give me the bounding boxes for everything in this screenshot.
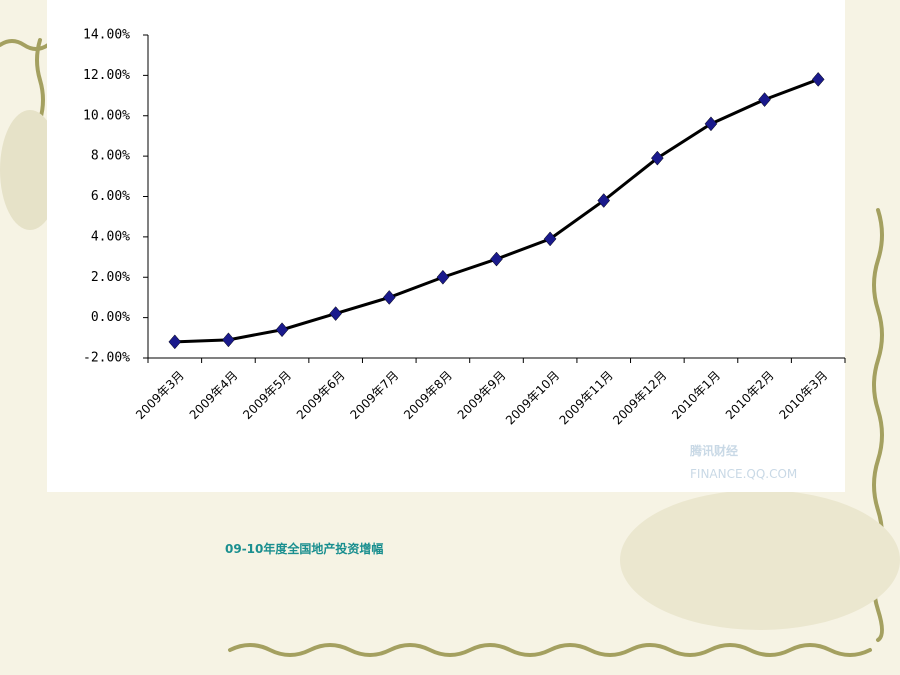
y-tick-label: 6.00% (91, 189, 130, 204)
watermark-url: FINANCE.QQ.COM (690, 467, 797, 481)
chart-area (47, 0, 845, 492)
decoration (620, 490, 900, 630)
decoration (0, 110, 60, 230)
marker (382, 290, 396, 305)
y-tick-label: 0.00% (91, 310, 130, 325)
marker (543, 231, 557, 247)
marker (222, 332, 235, 348)
marker (704, 116, 718, 132)
marker (597, 193, 611, 208)
marker (329, 306, 342, 321)
marker (651, 150, 664, 166)
marker (811, 72, 825, 87)
y-tick-label: 4.00% (91, 229, 130, 244)
y-tick-label: 2.00% (91, 270, 130, 285)
y-tick-label: 8.00% (91, 149, 130, 164)
marker (490, 251, 503, 267)
watermark: 腾讯财经 (689, 443, 738, 458)
y-tick-label: 14.00% (83, 28, 130, 43)
y-tick-label: -2.00% (83, 351, 130, 366)
marker (436, 269, 450, 285)
marker (758, 92, 771, 107)
y-tick-label: 12.00% (83, 68, 130, 83)
marker (275, 322, 289, 338)
y-tick-label: 10.00% (83, 108, 130, 123)
marker (168, 334, 182, 350)
chart-title: 09-10年度全国地产投资增幅 (225, 541, 383, 556)
